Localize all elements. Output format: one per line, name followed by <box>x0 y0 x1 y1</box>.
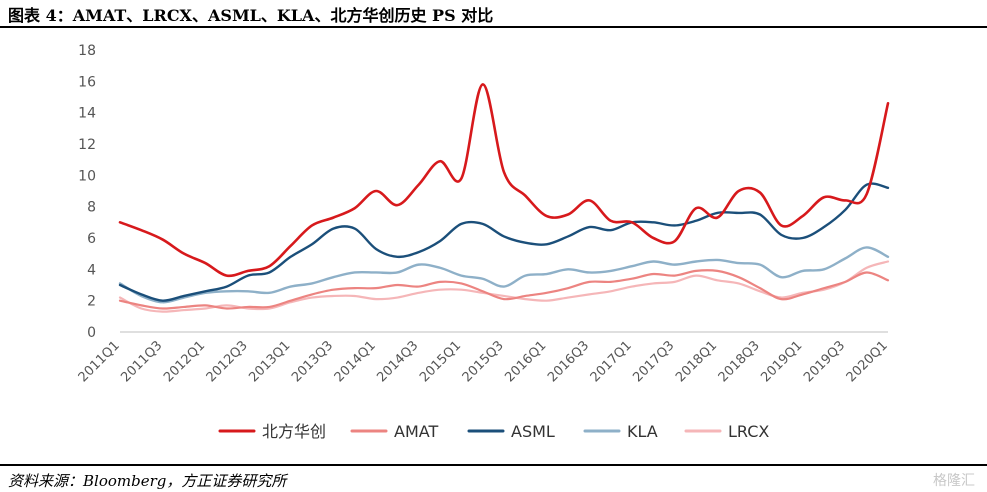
series-line-4 <box>118 260 890 313</box>
y-tick-label: 14 <box>78 106 96 122</box>
x-tick-label: 2014Q1 <box>332 338 379 385</box>
legend-label: AMAT <box>394 422 438 441</box>
legend-label: KLA <box>627 422 658 441</box>
watermark: 格隆汇 <box>933 473 975 489</box>
source-note: 资料来源：Bloomberg，方正证券研究所 <box>8 472 287 490</box>
footer-rule <box>0 464 987 466</box>
x-axis: 2011Q12011Q32012Q12012Q32013Q12013Q32014… <box>76 331 891 385</box>
x-tick-label: 2019Q1 <box>758 338 805 385</box>
x-tick-label: 2016Q1 <box>502 338 549 385</box>
x-tick-label: 2011Q1 <box>76 338 123 385</box>
header-rule <box>0 26 987 28</box>
x-tick-label: 2013Q1 <box>246 338 293 385</box>
y-tick-label: 8 <box>87 200 96 216</box>
x-tick-label: 2017Q1 <box>588 338 635 385</box>
y-tick-label: 12 <box>78 137 96 153</box>
legend-label: ASML <box>511 422 555 441</box>
x-tick-label: 2012Q1 <box>161 338 208 385</box>
series-line-0 <box>118 83 890 278</box>
y-tick-label: 6 <box>87 231 96 247</box>
legend-label: 北方华创 <box>262 422 326 441</box>
x-tick-label: 2017Q3 <box>630 338 677 385</box>
series-line-3 <box>118 246 890 304</box>
x-tick-label: 2015Q3 <box>460 338 507 385</box>
x-tick-label: 2015Q1 <box>417 338 464 385</box>
x-tick-label: 2011Q3 <box>118 338 165 385</box>
x-tick-label: 2018Q3 <box>716 338 763 385</box>
y-tick-label: 16 <box>78 74 96 90</box>
y-tick-label: 2 <box>87 294 96 310</box>
legend-label: LRCX <box>728 422 769 441</box>
y-tick-label: 4 <box>87 262 96 278</box>
y-tick-label: 18 <box>78 43 96 59</box>
series-line-1 <box>118 269 890 310</box>
x-tick-label: 2018Q1 <box>673 338 720 385</box>
series-line-2 <box>118 182 890 302</box>
legend: 北方华创 AMAT ASML KLA LRCX <box>218 422 769 441</box>
y-tick-label: 10 <box>78 168 96 184</box>
x-tick-label: 2020Q1 <box>844 338 891 385</box>
x-tick-label: 2013Q3 <box>289 338 336 385</box>
y-tick-label: 0 <box>87 325 96 341</box>
x-tick-label: 2012Q3 <box>204 338 251 385</box>
line-chart: 0 2 4 6 8 10 12 14 16 18 2011Q12011Q32012Q12012Q3… <box>76 43 891 441</box>
chart-title: 图表 4：AMAT、LRCX、ASML、KLA、北方华创历史 PS 对比 <box>8 6 494 25</box>
y-axis: 0 2 4 6 8 10 12 14 16 18 <box>78 43 96 341</box>
x-tick-label: 2019Q3 <box>801 338 848 385</box>
x-tick-label: 2014Q3 <box>374 338 421 385</box>
x-tick-label: 2016Q3 <box>545 338 592 385</box>
series-layer <box>118 83 890 313</box>
